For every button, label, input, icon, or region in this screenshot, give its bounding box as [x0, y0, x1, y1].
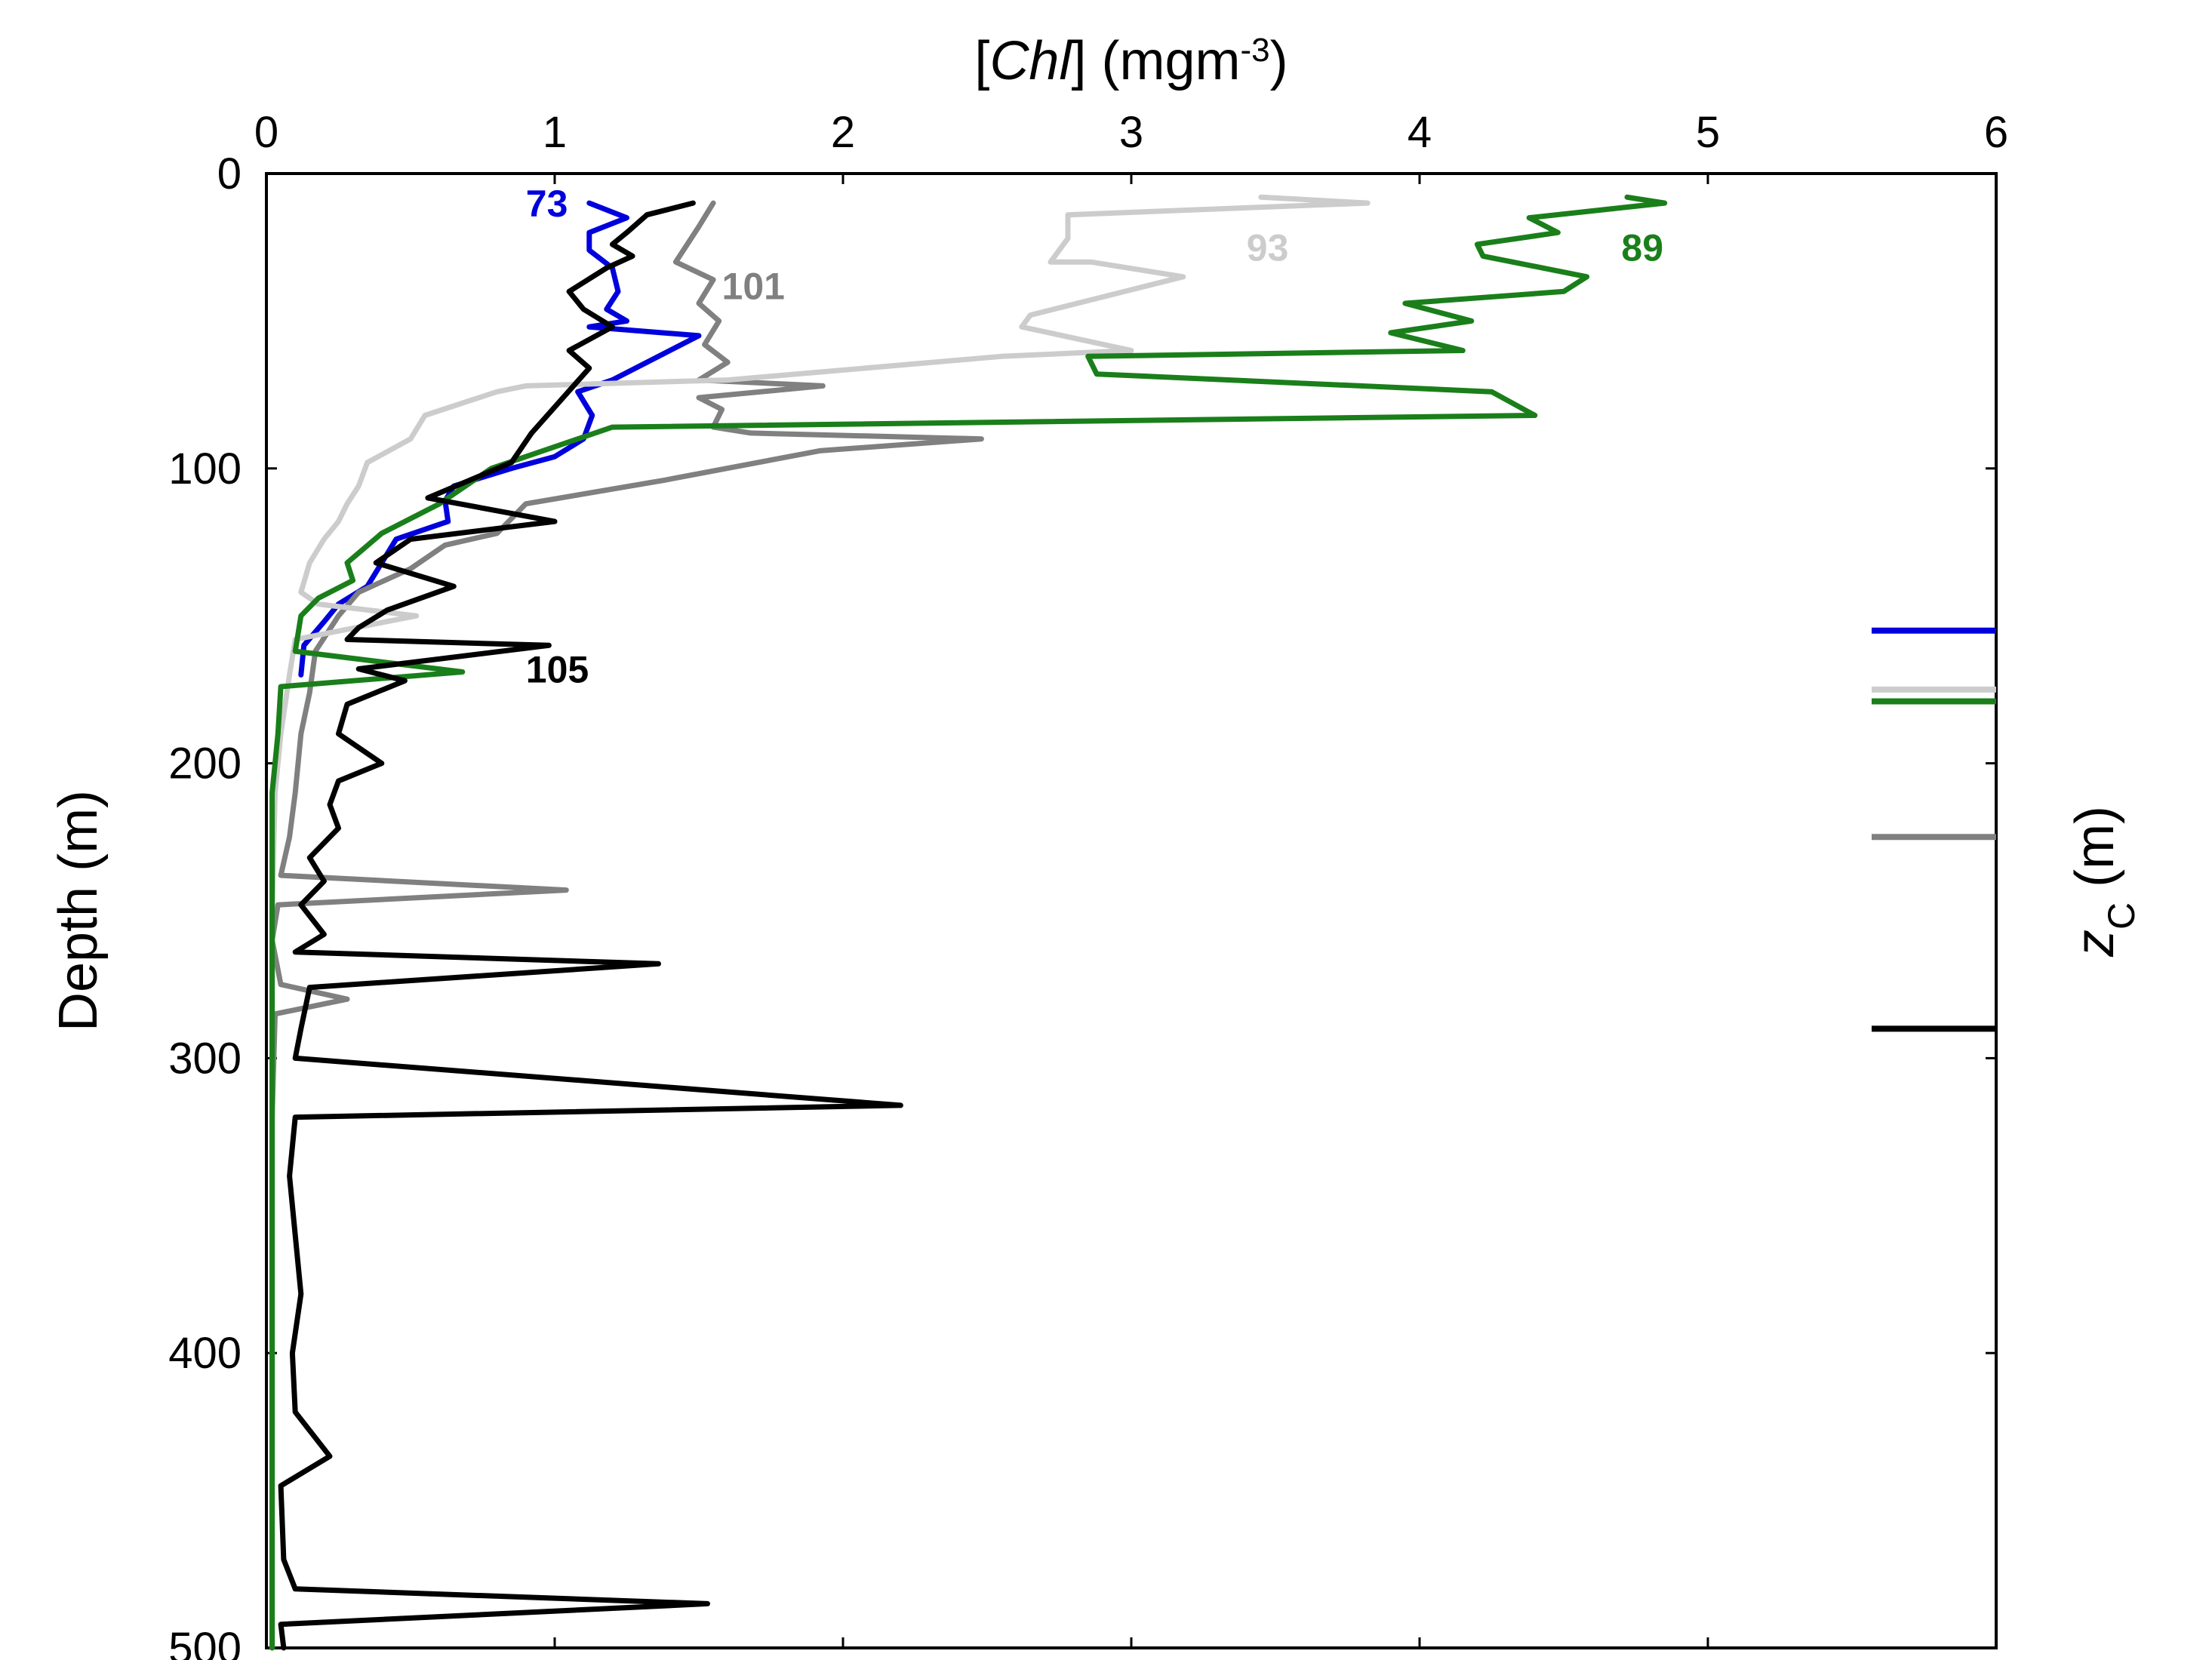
- x-axis-title: [Chl] (mgm-3): [974, 31, 1288, 91]
- y-tick-label: 0: [217, 149, 242, 198]
- x-axis-title-close: ] (mgm: [1071, 31, 1240, 91]
- series-label-73: 73: [526, 183, 568, 225]
- y-tick-labels: 0 100 200 300 400 500: [168, 149, 242, 1660]
- profile-line-89: [269, 194, 1668, 1651]
- x-tick-label: 5: [1696, 108, 1720, 157]
- x-axis-title-end: ): [1270, 31, 1288, 91]
- series-labels: 73 101 93 89 105: [526, 183, 1663, 690]
- y-tick-label: 400: [168, 1329, 242, 1378]
- series-label-101: 101: [722, 266, 785, 308]
- right-axis-title-z: z: [2065, 930, 2125, 958]
- profile-line-105: [278, 200, 903, 1651]
- profile-line-73: [298, 200, 702, 678]
- x-tick-label: 4: [1407, 108, 1432, 157]
- axis-ticks: [265, 172, 1998, 1649]
- profile-line-93: [269, 194, 1371, 1651]
- y-tick-label: 300: [168, 1034, 242, 1083]
- x-tick-label: 2: [831, 108, 855, 157]
- right-axis-title: zC (m): [2065, 806, 2143, 958]
- x-tick-label: 1: [543, 108, 567, 157]
- x-axis-title-superscript: -3: [1240, 32, 1269, 69]
- zc-markers: [1872, 627, 1996, 1032]
- y-tick-label: 500: [168, 1624, 242, 1660]
- x-tick-labels: 0 1 2 3 4 5 6: [254, 108, 2008, 157]
- y-tick-label: 200: [168, 739, 242, 788]
- series-label-89: 89: [1621, 227, 1663, 269]
- y-tick-label: 100: [168, 444, 242, 493]
- profile-lines: [269, 194, 1668, 1651]
- right-axis-title-unit: (m): [2065, 806, 2125, 902]
- series-label-93: 93: [1247, 227, 1289, 269]
- plot-frame: [265, 172, 1998, 1649]
- right-axis-title-subscript: C: [2100, 902, 2143, 930]
- x-tick-label: 6: [1984, 108, 2008, 157]
- series-label-105: 105: [526, 649, 589, 691]
- x-tick-label: 3: [1119, 108, 1143, 157]
- profile-line-101: [269, 200, 984, 1651]
- x-tick-label: 0: [254, 108, 278, 157]
- y-axis-title: Depth (m): [48, 790, 109, 1031]
- x-axis-title-italic: Chl: [989, 31, 1072, 91]
- x-axis-title-open: [: [974, 31, 989, 91]
